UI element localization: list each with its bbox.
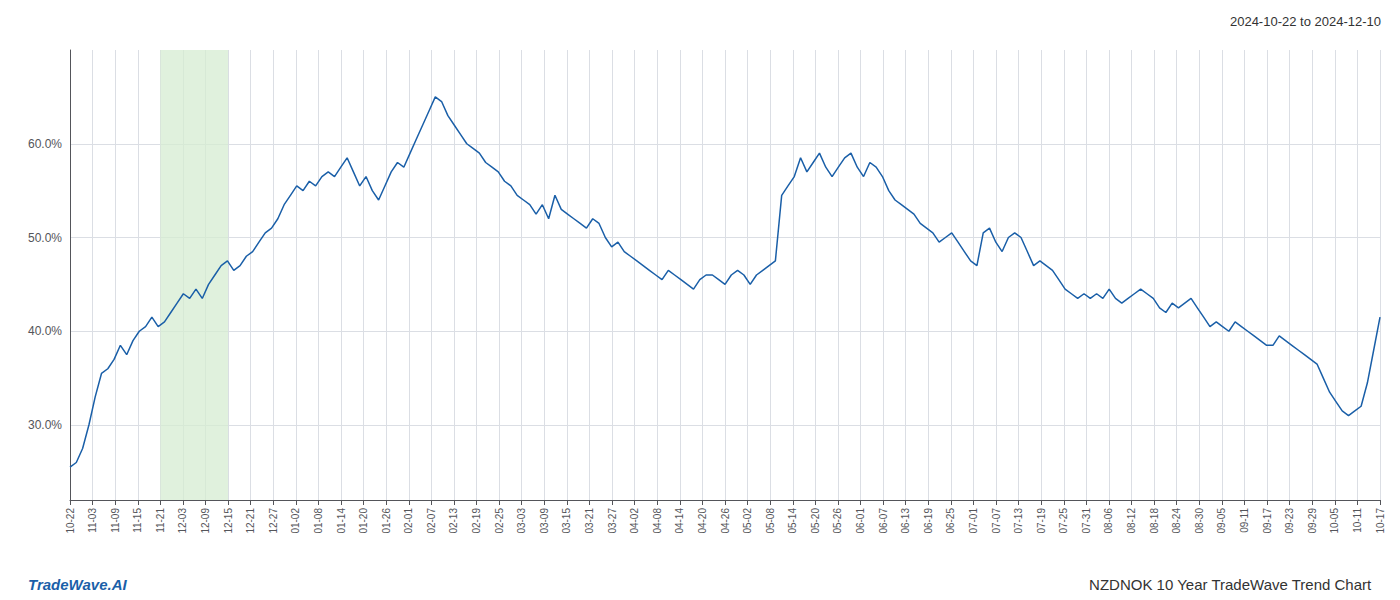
- svg-text:03-27: 03-27: [607, 508, 618, 534]
- svg-text:02-25: 02-25: [494, 508, 505, 534]
- svg-text:04-26: 04-26: [720, 508, 731, 534]
- svg-text:04-14: 04-14: [674, 508, 685, 534]
- svg-text:2024-10-22 to 2024-12-10: 2024-10-22 to 2024-12-10: [1230, 14, 1381, 29]
- svg-text:09-29: 09-29: [1307, 508, 1318, 534]
- svg-text:03-03: 03-03: [516, 508, 527, 534]
- svg-text:04-08: 04-08: [652, 508, 663, 534]
- svg-text:07-31: 07-31: [1081, 508, 1092, 534]
- svg-text:06-19: 06-19: [923, 508, 934, 534]
- svg-text:12-15: 12-15: [223, 508, 234, 534]
- svg-text:05-08: 05-08: [765, 508, 776, 534]
- svg-text:12-21: 12-21: [245, 508, 256, 534]
- svg-text:06-01: 06-01: [855, 508, 866, 534]
- svg-text:06-07: 06-07: [878, 508, 889, 534]
- svg-text:01-20: 01-20: [358, 508, 369, 534]
- svg-text:12-27: 12-27: [268, 508, 279, 534]
- svg-text:01-14: 01-14: [336, 508, 347, 534]
- svg-text:11-15: 11-15: [132, 508, 143, 533]
- svg-text:08-18: 08-18: [1149, 508, 1160, 534]
- svg-text:02-07: 02-07: [426, 508, 437, 534]
- svg-text:40.0%: 40.0%: [28, 324, 62, 338]
- svg-text:10-11: 10-11: [1352, 508, 1363, 533]
- svg-text:10-22: 10-22: [65, 508, 76, 534]
- svg-text:07-19: 07-19: [1036, 508, 1047, 534]
- svg-text:11-21: 11-21: [155, 508, 166, 533]
- svg-text:30.0%: 30.0%: [28, 418, 62, 432]
- svg-text:02-01: 02-01: [403, 508, 414, 534]
- svg-text:08-06: 08-06: [1103, 508, 1114, 534]
- svg-text:09-11: 09-11: [1239, 508, 1250, 533]
- svg-text:05-02: 05-02: [742, 508, 753, 534]
- svg-text:09-17: 09-17: [1262, 508, 1273, 534]
- svg-text:01-02: 01-02: [290, 508, 301, 534]
- svg-text:07-01: 07-01: [968, 508, 979, 534]
- svg-text:03-09: 03-09: [539, 508, 550, 534]
- svg-text:07-07: 07-07: [991, 508, 1002, 534]
- svg-text:07-25: 07-25: [1058, 508, 1069, 534]
- svg-text:05-26: 05-26: [832, 508, 843, 534]
- svg-text:09-23: 09-23: [1284, 508, 1295, 534]
- svg-text:10-17: 10-17: [1375, 508, 1386, 534]
- svg-text:05-14: 05-14: [787, 508, 798, 534]
- svg-text:08-30: 08-30: [1194, 508, 1205, 534]
- svg-text:11-09: 11-09: [110, 508, 121, 533]
- svg-text:60.0%: 60.0%: [28, 137, 62, 151]
- svg-text:03-21: 03-21: [584, 508, 595, 534]
- svg-text:01-08: 01-08: [313, 508, 324, 534]
- svg-text:04-02: 04-02: [629, 508, 640, 534]
- svg-text:02-19: 02-19: [471, 508, 482, 534]
- svg-text:TradeWave.AI: TradeWave.AI: [28, 576, 127, 593]
- svg-text:12-09: 12-09: [200, 508, 211, 534]
- svg-text:01-26: 01-26: [381, 508, 392, 534]
- svg-text:02-13: 02-13: [448, 508, 459, 534]
- svg-text:03-15: 03-15: [561, 508, 572, 534]
- svg-text:NZDNOK 10 Year TradeWave Trend: NZDNOK 10 Year TradeWave Trend Chart: [1089, 576, 1372, 593]
- svg-text:12-03: 12-03: [177, 508, 188, 534]
- svg-text:04-20: 04-20: [697, 508, 708, 534]
- svg-text:05-20: 05-20: [810, 508, 821, 534]
- svg-text:10-05: 10-05: [1329, 508, 1340, 534]
- svg-text:11-03: 11-03: [87, 508, 98, 533]
- svg-text:06-25: 06-25: [945, 508, 956, 534]
- svg-text:06-13: 06-13: [900, 508, 911, 534]
- svg-text:07-13: 07-13: [1013, 508, 1024, 534]
- svg-text:50.0%: 50.0%: [28, 231, 62, 245]
- svg-text:08-12: 08-12: [1126, 508, 1137, 534]
- svg-text:09-05: 09-05: [1216, 508, 1227, 534]
- svg-text:08-24: 08-24: [1171, 508, 1182, 534]
